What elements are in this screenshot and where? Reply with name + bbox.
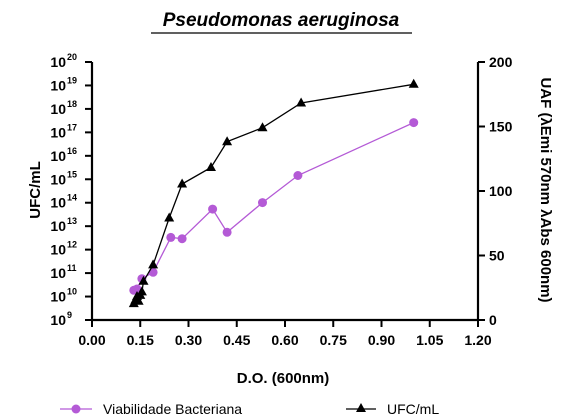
data-point-viabilidade [258, 198, 267, 208]
y-right-tick-label: 0 [489, 312, 497, 328]
y-left-tick-exponent: 9 [67, 310, 72, 320]
y-left-tick-exponent: 20 [67, 52, 77, 62]
y-left-tick-exponent: 17 [67, 122, 77, 132]
y-left-tick-exponent: 18 [67, 99, 77, 109]
legend-marker-ufc [356, 403, 366, 412]
x-tick-label: 1.20 [464, 332, 491, 348]
data-point-ufc [148, 259, 159, 269]
y-left-tick-base: 10 [50, 124, 66, 140]
y-axis-right-label: UAF (λEmi 570nm λAbs 600nm) [537, 77, 554, 302]
y-left-tick-base: 10 [50, 242, 66, 258]
x-tick-label: 0.30 [175, 332, 202, 348]
data-point-ufc [296, 97, 307, 107]
data-point-viabilidade [409, 118, 419, 128]
data-point-viabilidade [293, 171, 303, 180]
legend-label-viabilidade: Viabilidade Bacteriana [103, 401, 242, 417]
y-axis-left-label: UFC/mL [27, 161, 44, 219]
data-point-ufc [206, 162, 216, 171]
data-point-viabilidade [148, 267, 158, 277]
x-tick-label: 0.90 [368, 332, 395, 348]
data-point-ufc [133, 295, 144, 305]
x-tick-label: 0.60 [271, 332, 298, 348]
plot-area [128, 78, 419, 308]
y-left-tick-exponent: 16 [67, 146, 77, 156]
y-left-tick-base: 10 [50, 195, 66, 211]
x-tick-label: 0.15 [127, 332, 154, 348]
y-left-tick-base: 10 [50, 312, 66, 328]
chart-title: Pseudomonas aeruginosa [163, 10, 400, 31]
y-left-tick-base: 10 [50, 171, 66, 187]
y-left-tick-base: 10 [50, 54, 66, 70]
data-point-ufc [177, 178, 188, 188]
data-point-viabilidade [222, 227, 232, 237]
y-left-tick-base: 10 [50, 265, 66, 281]
y-left-tick-exponent: 13 [67, 216, 77, 226]
y-left-tick-base: 10 [50, 289, 66, 305]
data-point-ufc [164, 212, 175, 222]
data-point-viabilidade [177, 234, 187, 244]
y-right-tick-label: 150 [489, 119, 513, 135]
y-left-tick-exponent: 10 [67, 287, 77, 297]
data-point-ufc [257, 122, 268, 132]
y-left-tick-base: 10 [50, 148, 66, 164]
data-point-ufc [222, 136, 233, 146]
y-right-tick-label: 200 [489, 54, 513, 70]
y-left-tick-exponent: 12 [67, 240, 77, 250]
y-left-tick-exponent: 15 [67, 169, 77, 179]
y-left-tick-base: 10 [50, 77, 66, 93]
y-left-tick-base: 10 [50, 218, 66, 234]
x-tick-label: 0.75 [320, 332, 347, 348]
data-point-ufc [408, 78, 419, 88]
y-left-tick-exponent: 14 [67, 193, 77, 203]
legend-label-ufc: UFC/mL [387, 401, 439, 417]
x-tick-label: 0.00 [78, 332, 105, 348]
data-point-viabilidade [166, 232, 176, 242]
y-left-tick-exponent: 11 [67, 263, 77, 273]
series-line-0 [133, 122, 414, 291]
y-right-tick-label: 50 [489, 248, 505, 264]
data-point-viabilidade [208, 204, 218, 214]
data-point-ufc [136, 286, 147, 296]
x-axis-label: D.O. (600nm) [237, 370, 330, 387]
y-left-tick-exponent: 19 [67, 75, 77, 85]
legend-marker-viabilidade [71, 404, 81, 414]
y-right-tick-label: 100 [489, 183, 513, 199]
x-tick-label: 1.05 [416, 332, 443, 348]
data-point-ufc [138, 275, 149, 285]
legend: Viabilidade Bacteriana UFC/mL [60, 401, 439, 417]
x-tick-label: 0.45 [223, 332, 250, 348]
y-left-tick-base: 10 [50, 101, 66, 117]
